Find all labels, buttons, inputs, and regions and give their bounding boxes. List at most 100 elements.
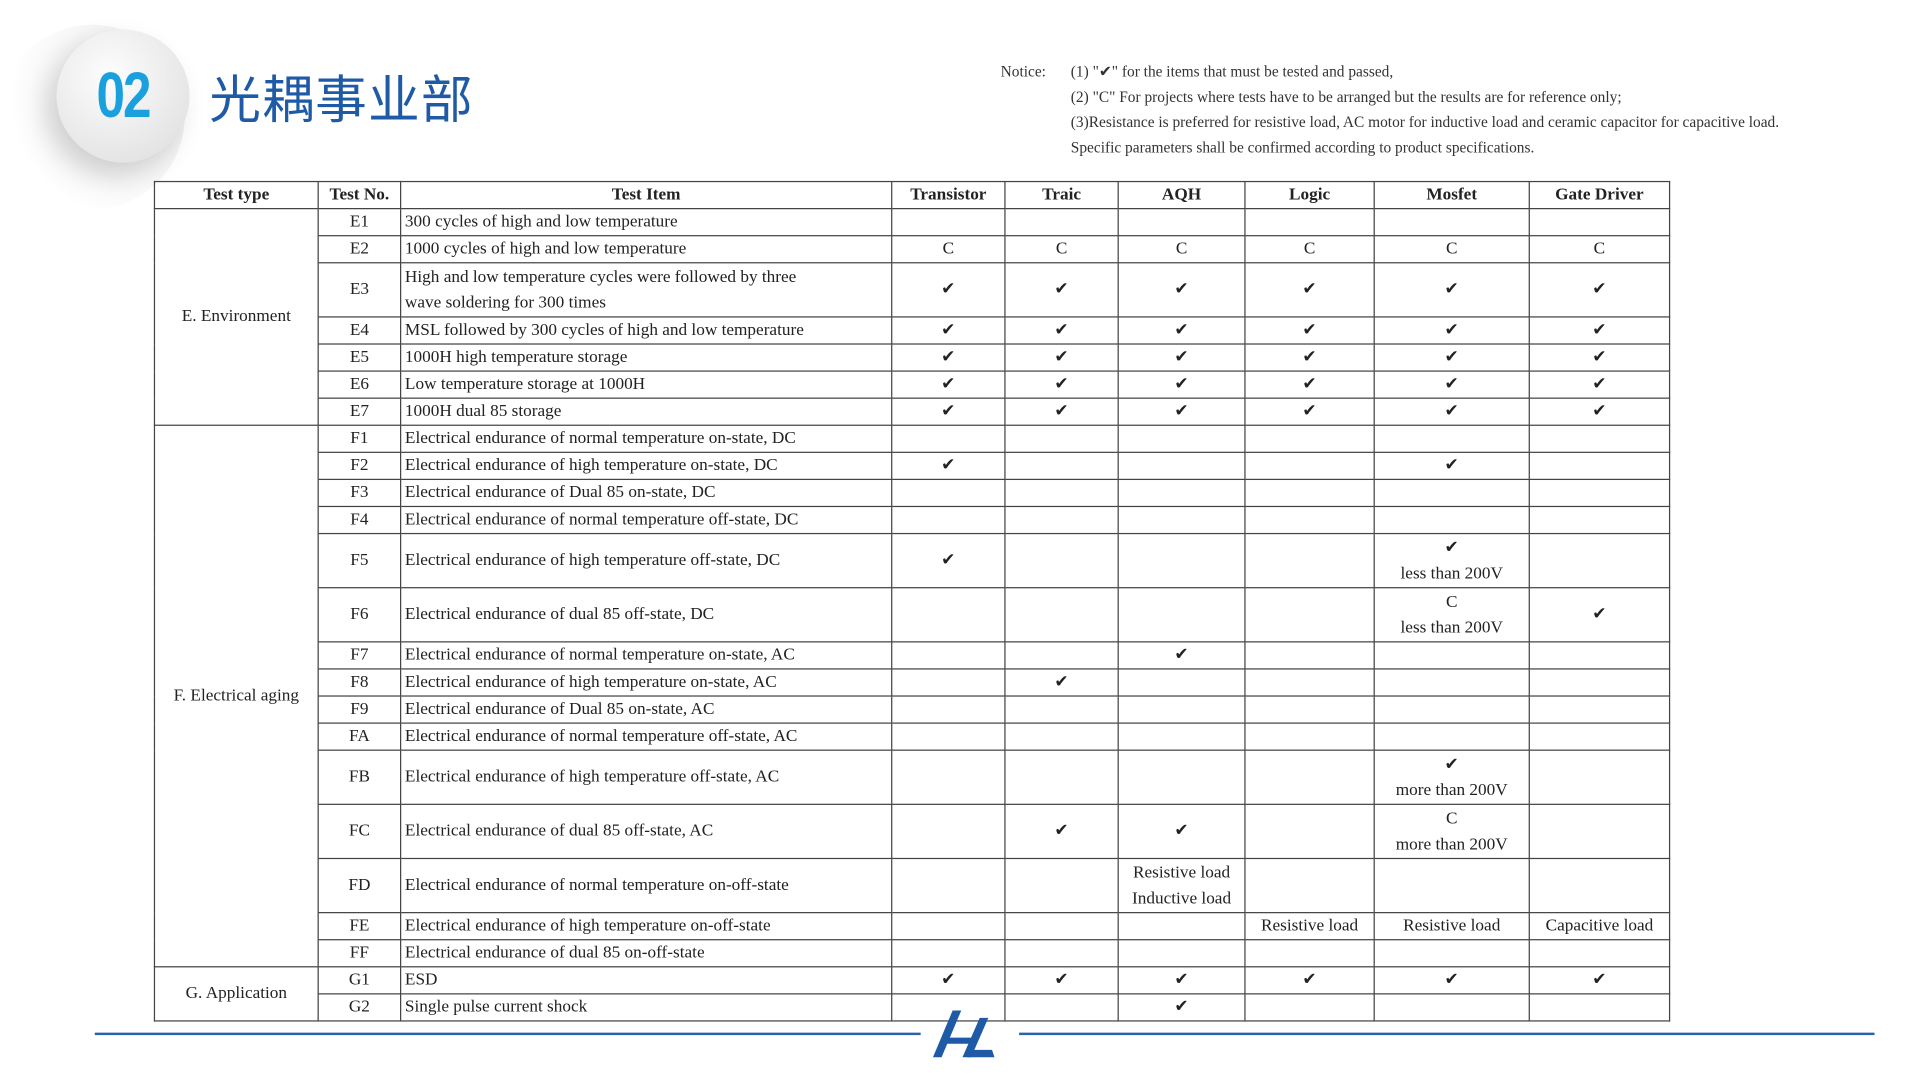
result-cell — [1004, 587, 1119, 643]
test-item-cell: High and low temperature cycles were fol… — [400, 262, 893, 318]
result-cell — [1528, 424, 1671, 453]
result-cell — [891, 803, 1006, 860]
result-cell — [1528, 451, 1671, 481]
test-type-cell: F. Electrical aging — [153, 424, 319, 968]
result-cell: ✔ — [1004, 668, 1119, 697]
result-cell — [1004, 993, 1119, 1022]
test-no-cell: FA — [317, 722, 402, 751]
result-cell — [1373, 695, 1530, 724]
result-cell — [1004, 857, 1119, 914]
result-cell — [1117, 912, 1246, 941]
result-cell — [1528, 532, 1671, 589]
test-item-cell: Single pulse current shock — [400, 993, 893, 1022]
table-row: E6 Low temperature storage at 1000H ✔ ✔ ✔ ✔ ✔ ✔ — [154, 370, 1671, 399]
result-cell — [1373, 505, 1530, 535]
result-cell — [1528, 857, 1671, 914]
table-row: G2 Single pulse current shock ✔ — [154, 993, 1671, 1022]
result-cell: ✔ — [1004, 966, 1119, 995]
test-no-cell: FC — [317, 803, 402, 860]
footer-line-left — [94, 1032, 921, 1036]
table-row: F5 Electrical endurance of high temperatu… — [154, 532, 1671, 589]
test-item-cell: Electrical endurance of normal temperatu… — [400, 424, 893, 453]
test-no-cell: F7 — [317, 641, 402, 670]
test-item-cell: Electrical endurance of high temperature… — [400, 451, 893, 481]
result-cell: ✔ — [1244, 370, 1375, 399]
result-cell: ✔ — [1117, 316, 1246, 345]
result-cell — [1004, 722, 1119, 751]
test-item-cell: Electrical endurance of dual 85 off-stat… — [400, 587, 893, 643]
result-cell — [891, 749, 1006, 805]
result-cell: C — [891, 235, 1006, 264]
result-cell — [1244, 208, 1375, 237]
result-cell — [1117, 749, 1246, 805]
test-item-cell: Electrical endurance of normal temperatu… — [400, 505, 893, 535]
result-cell: ✔ — [1004, 262, 1119, 318]
result-cell: ✔ — [1373, 262, 1530, 318]
company-logo-icon — [932, 1010, 995, 1058]
result-cell: ✔ — [1373, 966, 1530, 995]
column-header: AQH — [1117, 180, 1246, 210]
test-type-cell: G. Application — [153, 966, 319, 1022]
result-cell: ✔ more than 200V — [1373, 749, 1530, 805]
test-no-cell: G1 — [317, 966, 402, 995]
result-cell — [1528, 803, 1671, 860]
test-item-cell: Electrical endurance of high temperature… — [400, 912, 893, 941]
result-cell: ✔ — [891, 343, 1006, 372]
section-badge: 02 — [56, 29, 190, 163]
result-cell — [1373, 424, 1530, 453]
result-cell — [1244, 587, 1375, 643]
result-cell: ✔ — [891, 451, 1006, 481]
table-row: F8 Electrical endurance of high temperatu… — [154, 668, 1671, 697]
result-cell: ✔ — [1528, 587, 1671, 643]
result-cell: ✔ — [1117, 803, 1246, 860]
result-cell — [1528, 478, 1671, 508]
table-row: FD Electrical endurance of normal tempera… — [154, 857, 1671, 914]
test-no-cell: F6 — [317, 587, 402, 643]
result-cell — [1373, 993, 1530, 1022]
result-cell — [1244, 722, 1375, 751]
result-cell — [1244, 803, 1375, 860]
result-cell — [1004, 641, 1119, 670]
result-cell — [1528, 505, 1671, 535]
result-cell — [1244, 505, 1375, 535]
result-cell — [1117, 939, 1246, 968]
result-cell: C less than 200V — [1373, 587, 1530, 643]
result-cell — [891, 668, 1006, 697]
result-cell: C more than 200V — [1373, 803, 1530, 860]
result-cell: ✔ — [1117, 966, 1246, 995]
result-cell: ✔ — [1373, 451, 1530, 481]
result-cell — [1244, 939, 1375, 968]
result-cell — [1373, 857, 1530, 914]
test-no-cell: FE — [317, 912, 402, 941]
result-cell — [1244, 695, 1375, 724]
result-cell — [891, 912, 1006, 941]
result-cell: ✔ — [1117, 262, 1246, 318]
result-cell: ✔ — [1004, 803, 1119, 860]
test-item-cell: Electrical endurance of Dual 85 on-state… — [400, 695, 893, 724]
result-cell: C — [1373, 235, 1530, 264]
result-cell: ✔ — [1528, 370, 1671, 399]
test-item-cell: MSL followed by 300 cycles of high and l… — [400, 316, 893, 345]
result-cell: Resistive load — [1373, 912, 1530, 941]
result-cell — [1004, 532, 1119, 589]
result-cell — [1117, 722, 1246, 751]
test-item-cell: Electrical endurance of normal temperatu… — [400, 857, 893, 914]
result-cell: ✔ — [1244, 966, 1375, 995]
test-item-cell: Electrical endurance of dual 85 on-off-s… — [400, 939, 893, 968]
test-item-cell: Electrical endurance of normal temperatu… — [400, 722, 893, 751]
result-cell: ✔ — [1528, 316, 1671, 345]
table-row: F4 Electrical endurance of normal tempera… — [154, 505, 1671, 535]
result-cell — [1244, 451, 1375, 481]
result-cell — [1373, 668, 1530, 697]
table-row: E. Environment E1 300 cycles of high and l… — [153, 208, 1671, 426]
result-cell — [1244, 857, 1375, 914]
test-no-cell: E2 — [317, 235, 402, 264]
result-cell — [1244, 641, 1375, 670]
result-cell: ✔ — [1244, 262, 1375, 318]
result-cell: C — [1528, 235, 1671, 264]
result-cell — [1004, 424, 1119, 453]
section-number: 02 — [96, 60, 152, 132]
result-cell — [1004, 939, 1119, 968]
test-no-cell: E5 — [317, 343, 402, 372]
result-cell: ✔ — [1117, 343, 1246, 372]
